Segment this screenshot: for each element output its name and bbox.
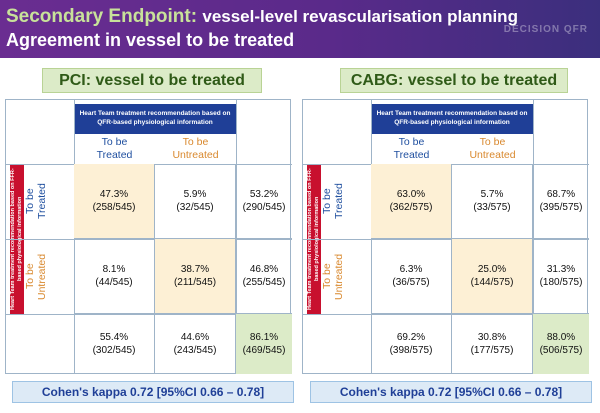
pci-agreement-matrix: Heart Team treatment recommendation base… <box>5 99 292 374</box>
cell-count: (36/575) <box>392 277 430 288</box>
slide-header: Secondary Endpoint: vessel-level revascu… <box>0 0 600 58</box>
cell-count: (177/575) <box>470 345 514 356</box>
cell-count: (362/575) <box>389 202 433 213</box>
pci-row-treated: To be Treated <box>24 183 48 220</box>
cell-pct: 68.7% <box>546 189 576 200</box>
cabg-cell-col-total-treated: 69.2% (398/575) <box>371 314 452 374</box>
cell-count: (144/575) <box>470 277 514 288</box>
cell-count: (506/575) <box>539 345 583 356</box>
cabg-agreement-matrix: Heart Team treatment recommendation base… <box>302 99 589 374</box>
pci-cell-untreated-untreated: 38.7% (211/545) <box>155 239 236 314</box>
cell-count: (290/545) <box>242 202 286 213</box>
pci-cell-col-total-untreated: 44.6% (243/545) <box>155 314 236 374</box>
cell-count: (44/545) <box>95 277 133 288</box>
cell-pct: 8.1% <box>102 264 126 275</box>
pci-kappa-box: Cohen's kappa 0.72 [95%CI 0.66 – 0.78] <box>12 381 294 403</box>
grid-line <box>303 314 589 315</box>
cell-count: (180/575) <box>539 277 583 288</box>
cabg-cell-row-total-untreated: 31.3% (180/575) <box>533 239 589 314</box>
cabg-col-untreated: To be Untreated <box>469 136 516 161</box>
cell-pct: 30.8% <box>477 332 507 343</box>
grid-line <box>6 314 292 315</box>
cell-pct: 44.6% <box>180 332 210 343</box>
title-lead: Secondary Endpoint: <box>6 6 198 27</box>
cell-pct: 46.8% <box>249 264 279 275</box>
cabg-cell-treated-treated: 63.0% (362/575) <box>371 164 452 239</box>
cell-pct: 88.0% <box>546 332 576 343</box>
slide-title: Secondary Endpoint: vessel-level revascu… <box>6 6 600 28</box>
cell-count: (398/575) <box>389 345 433 356</box>
cell-count: (302/545) <box>92 345 136 356</box>
cell-count: (243/545) <box>173 345 217 356</box>
pci-row-untreated: To be Untreated <box>24 253 48 300</box>
pci-cell-row-total-untreated: 46.8% (255/545) <box>236 239 292 314</box>
cell-pct: 5.7% <box>480 189 504 200</box>
cell-count: (469/545) <box>242 345 286 356</box>
cabg-cell-col-total-untreated: 30.8% (177/575) <box>452 314 533 374</box>
pci-panel-title: PCI: vessel to be treated <box>42 68 262 93</box>
cell-count: (255/545) <box>242 277 286 288</box>
cabg-cell-treated-untreated: 5.7% (33/575) <box>452 164 533 239</box>
cabg-cell-untreated-untreated: 25.0% (144/575) <box>452 239 533 314</box>
pci-cell-row-total-treated: 53.2% (290/545) <box>236 164 292 239</box>
cell-pct: 38.7% <box>180 264 210 275</box>
cabg-column-header: Heart Team treatment recommendation base… <box>371 104 533 134</box>
pci-cell-untreated-treated: 8.1% (44/545) <box>74 239 155 314</box>
grid-line <box>303 239 589 240</box>
cell-pct: 55.4% <box>99 332 129 343</box>
cell-pct: 25.0% <box>477 264 507 275</box>
cell-pct: 53.2% <box>249 189 279 200</box>
cell-count: (33/575) <box>473 202 511 213</box>
pci-col-untreated: To be Untreated <box>172 136 219 161</box>
cell-count: (395/575) <box>539 202 583 213</box>
cabg-kappa-box: Cohen's kappa 0.72 [95%CI 0.66 – 0.78] <box>310 381 592 403</box>
cell-count: (32/545) <box>176 202 214 213</box>
slide-subtitle: Agreement in vessel to be treated <box>6 30 295 50</box>
cabg-col-treated: To be Treated <box>393 136 430 161</box>
cell-pct: 63.0% <box>396 189 426 200</box>
cell-count: (211/545) <box>173 277 217 288</box>
cell-pct: 86.1% <box>249 332 279 343</box>
title-rest: vessel-level revascularisation planning <box>202 7 518 26</box>
pci-cell-treated-untreated: 5.9% (32/545) <box>155 164 236 239</box>
cell-pct: 69.2% <box>396 332 426 343</box>
pci-cell-agreement: 86.1% (469/545) <box>236 314 292 374</box>
pci-cell-col-total-treated: 55.4% (302/545) <box>74 314 155 374</box>
cabg-cell-row-total-treated: 68.7% (395/575) <box>533 164 589 239</box>
cabg-cell-untreated-treated: 6.3% (36/575) <box>371 239 452 314</box>
cell-count: (258/545) <box>92 202 136 213</box>
cabg-row-untreated: To be Untreated <box>321 253 345 300</box>
cell-pct: 31.3% <box>546 264 576 275</box>
pci-cell-treated-treated: 47.3% (258/545) <box>74 164 155 239</box>
pci-col-treated: To be Treated <box>96 136 133 161</box>
pci-column-header: Heart Team treatment recommendation base… <box>74 104 236 134</box>
grid-line <box>6 239 292 240</box>
cabg-panel-title: CABG: vessel to be treated <box>340 68 568 93</box>
cell-pct: 5.9% <box>183 189 207 200</box>
grid-line <box>236 100 237 374</box>
grid-line <box>533 100 534 374</box>
cabg-row-treated: To be Treated <box>321 183 345 220</box>
cell-pct: 6.3% <box>399 264 423 275</box>
logo-watermark: DECISION QFR <box>503 24 588 35</box>
cabg-cell-agreement: 88.0% (506/575) <box>533 314 589 374</box>
cell-pct: 47.3% <box>99 189 129 200</box>
